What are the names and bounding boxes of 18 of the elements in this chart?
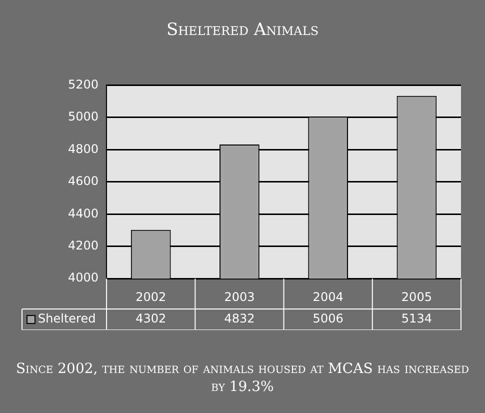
x-tick-label: 2004 <box>312 290 344 304</box>
chart-title: Sheltered Animals <box>165 20 320 40</box>
y-tick-label: 4800 <box>68 142 99 156</box>
y-tick-label: 5200 <box>68 77 99 92</box>
y-tick-label: 4000 <box>68 270 99 285</box>
data-label: 4832 <box>224 312 255 326</box>
x-tick-label: 2003 <box>224 290 255 304</box>
data-label: 4302 <box>136 312 166 326</box>
legend-label: Sheltered <box>38 312 96 326</box>
data-label: 5006 <box>312 312 344 326</box>
text: Since 2002, the number of animals housed at MCAS has increased by 19.3% <box>14 360 470 396</box>
y-tick-label: 4600 <box>68 174 99 188</box>
x-tick-label: 2005 <box>401 290 432 304</box>
x-tick-label: 2002 <box>136 290 166 304</box>
y-tick-label: 5000 <box>68 110 99 124</box>
data-label: 5134 <box>401 312 432 326</box>
y-tick-label: 4400 <box>68 206 99 220</box>
y-tick-label: 4200 <box>68 238 99 252</box>
